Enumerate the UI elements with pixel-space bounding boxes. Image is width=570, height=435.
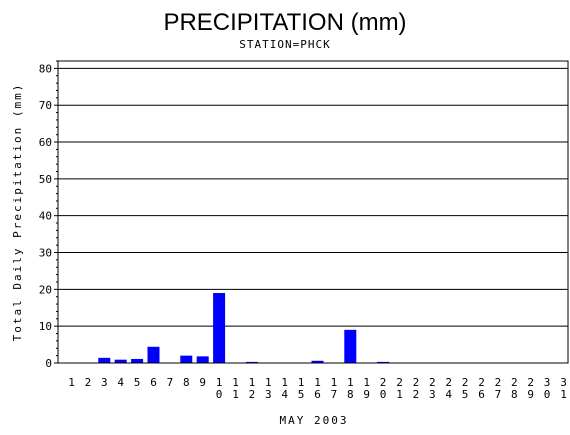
chart-subtitle: STATION=PHCK xyxy=(239,38,330,51)
bar-may-12 xyxy=(245,361,258,363)
x-tick-label: 1 xyxy=(68,376,75,389)
x-tick-label: 9 xyxy=(199,376,206,389)
bar-may-20 xyxy=(377,361,390,363)
bar-may-4 xyxy=(114,359,127,363)
x-tick-label: 7 xyxy=(167,376,174,389)
bar-series xyxy=(98,293,390,363)
bar-may-3 xyxy=(98,357,111,363)
y-axis-label: Total Daily Precipitation (mm) xyxy=(11,83,24,342)
x-axis-label: MAY 2003 xyxy=(280,414,349,427)
bar-may-6 xyxy=(147,346,160,363)
y-tick-label: 40 xyxy=(39,210,52,223)
y-tick-label: 70 xyxy=(39,99,52,112)
y-tick-label: 50 xyxy=(39,173,52,186)
bar-may-9 xyxy=(196,356,209,363)
x-tick-label: 8 xyxy=(183,376,190,389)
y-tick-label: 10 xyxy=(39,320,52,333)
x-tick-label: 5 xyxy=(134,376,141,389)
bar-may-10 xyxy=(213,293,226,363)
x-tick-label: 4 xyxy=(117,376,124,389)
y-axis-ticks: 0 10 20 30 40 50 60 70 80 xyxy=(39,60,58,370)
x-tick-label: 2 xyxy=(85,376,92,389)
grid-lines xyxy=(58,67,568,364)
x-tick-label: 3 xyxy=(101,376,108,389)
y-tick-label: 80 xyxy=(39,62,52,75)
y-tick-label: 20 xyxy=(39,283,52,296)
y-tick-label: 30 xyxy=(39,247,52,260)
plot-frame xyxy=(57,60,569,364)
y-tick-label: 0 xyxy=(45,357,52,370)
bar-may-5 xyxy=(131,358,144,363)
bar-may-8 xyxy=(180,355,193,363)
y-tick-label: 60 xyxy=(39,136,52,149)
bar-may-16 xyxy=(311,360,324,363)
x-tick-label: 6 xyxy=(150,376,157,389)
bar-may-18 xyxy=(344,329,357,363)
chart-title: PRECIPITATION (mm) xyxy=(163,9,406,36)
x-axis-ticks: 1 2 3 4 5 6 7 8 9 1 01 11 21 31 41 51 61 71 81 92 02 12 22 32 42… xyxy=(68,376,567,401)
